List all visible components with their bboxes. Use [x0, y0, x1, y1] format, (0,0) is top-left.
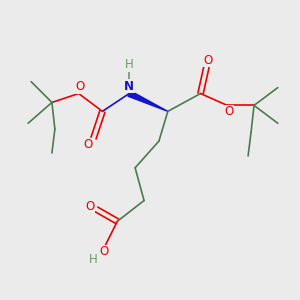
Text: O: O — [224, 106, 233, 118]
Polygon shape — [128, 91, 168, 111]
Text: O: O — [85, 200, 94, 213]
Text: O: O — [99, 245, 109, 258]
Text: O: O — [83, 138, 92, 151]
Text: N: N — [124, 80, 134, 93]
Text: H: H — [125, 58, 134, 71]
Text: H: H — [89, 254, 98, 266]
Text: O: O — [76, 80, 85, 94]
Text: O: O — [203, 54, 213, 67]
